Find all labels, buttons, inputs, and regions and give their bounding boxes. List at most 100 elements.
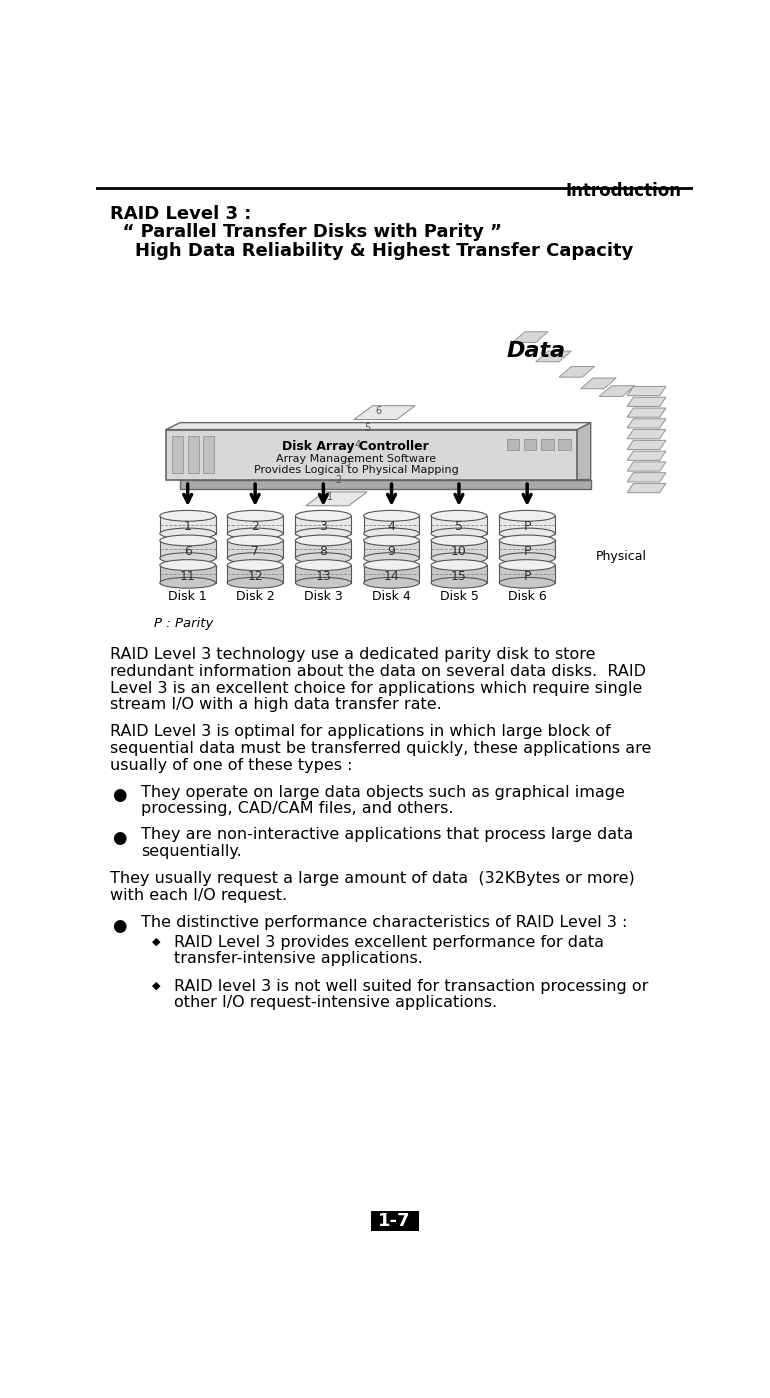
Ellipse shape <box>296 535 351 545</box>
Text: P: P <box>524 520 531 534</box>
Polygon shape <box>627 484 666 492</box>
Polygon shape <box>323 457 384 471</box>
FancyBboxPatch shape <box>188 436 199 474</box>
FancyBboxPatch shape <box>370 1211 419 1232</box>
Text: 10: 10 <box>451 545 467 558</box>
Polygon shape <box>627 452 666 460</box>
Text: 6: 6 <box>184 545 192 558</box>
Text: Physical: Physical <box>596 549 647 563</box>
Text: Introduction: Introduction <box>565 182 681 200</box>
FancyBboxPatch shape <box>558 439 571 450</box>
Text: 15: 15 <box>451 570 467 583</box>
Text: 14: 14 <box>383 570 400 583</box>
Text: ●: ● <box>112 787 127 804</box>
Text: 8: 8 <box>320 545 327 558</box>
Ellipse shape <box>227 577 283 589</box>
Text: Level 3 is an excellent choice for applications which require single: Level 3 is an excellent choice for appli… <box>110 681 643 696</box>
Text: They operate on large data objects such as graphical image: They operate on large data objects such … <box>141 784 625 800</box>
Text: 2: 2 <box>251 520 259 534</box>
FancyBboxPatch shape <box>524 439 537 450</box>
Ellipse shape <box>363 535 420 545</box>
Polygon shape <box>333 439 394 453</box>
Text: transfer-intensive applications.: transfer-intensive applications. <box>174 951 423 966</box>
FancyBboxPatch shape <box>296 541 351 558</box>
Polygon shape <box>581 377 616 389</box>
Polygon shape <box>166 422 591 429</box>
Polygon shape <box>627 473 666 482</box>
Text: 2: 2 <box>335 475 341 485</box>
Ellipse shape <box>227 528 283 538</box>
Text: Disk 6: Disk 6 <box>507 590 547 604</box>
Ellipse shape <box>431 510 487 521</box>
FancyBboxPatch shape <box>363 516 420 534</box>
Text: P: P <box>524 570 531 583</box>
Ellipse shape <box>431 577 487 589</box>
Polygon shape <box>306 492 367 506</box>
Text: Disk 3: Disk 3 <box>304 590 343 604</box>
Ellipse shape <box>363 528 420 538</box>
FancyBboxPatch shape <box>541 439 554 450</box>
Polygon shape <box>354 405 415 419</box>
FancyBboxPatch shape <box>296 516 351 534</box>
FancyBboxPatch shape <box>203 436 214 474</box>
Ellipse shape <box>363 577 420 589</box>
Ellipse shape <box>160 535 216 545</box>
FancyBboxPatch shape <box>363 541 420 558</box>
Polygon shape <box>536 351 571 362</box>
Text: RAID Level 3 provides excellent performance for data: RAID Level 3 provides excellent performa… <box>174 935 604 949</box>
Ellipse shape <box>431 559 487 570</box>
FancyBboxPatch shape <box>431 516 487 534</box>
Ellipse shape <box>227 510 283 521</box>
Ellipse shape <box>227 552 283 563</box>
Ellipse shape <box>499 528 555 538</box>
FancyBboxPatch shape <box>160 541 216 558</box>
Text: 6: 6 <box>375 405 381 417</box>
Polygon shape <box>559 366 594 377</box>
Text: processing, CAD/CAM files, and others.: processing, CAD/CAM files, and others. <box>141 801 454 816</box>
Text: ●: ● <box>112 917 127 935</box>
Ellipse shape <box>499 552 555 563</box>
Polygon shape <box>627 386 666 396</box>
Text: redundant information about the data on several data disks.  RAID: redundant information about the data on … <box>110 664 646 679</box>
Text: Array Management Software: Array Management Software <box>276 454 436 464</box>
Polygon shape <box>577 422 591 480</box>
Polygon shape <box>180 480 591 489</box>
Text: 4: 4 <box>354 440 360 450</box>
Ellipse shape <box>160 559 216 570</box>
Text: RAID Level 3 is optimal for applications in which large block of: RAID Level 3 is optimal for applications… <box>110 724 611 740</box>
FancyBboxPatch shape <box>507 439 520 450</box>
Ellipse shape <box>160 528 216 538</box>
Text: 1: 1 <box>327 492 333 502</box>
FancyBboxPatch shape <box>296 565 351 583</box>
Ellipse shape <box>296 552 351 563</box>
Text: Disk 1: Disk 1 <box>169 590 207 604</box>
Text: P : Parity: P : Parity <box>154 617 214 629</box>
Text: 3: 3 <box>320 520 327 534</box>
Ellipse shape <box>227 559 283 570</box>
Text: 13: 13 <box>316 570 331 583</box>
FancyBboxPatch shape <box>499 541 555 558</box>
Ellipse shape <box>296 559 351 570</box>
Text: 12: 12 <box>247 570 263 583</box>
Text: Disk 4: Disk 4 <box>372 590 411 604</box>
Polygon shape <box>627 397 666 407</box>
Text: Disk 2: Disk 2 <box>236 590 274 604</box>
Polygon shape <box>627 429 666 439</box>
Text: “ Parallel Transfer Disks with Parity ”: “ Parallel Transfer Disks with Parity ” <box>110 224 502 242</box>
Polygon shape <box>512 331 548 343</box>
FancyBboxPatch shape <box>172 436 183 474</box>
Text: with each I/O request.: with each I/O request. <box>110 888 287 903</box>
Ellipse shape <box>160 552 216 563</box>
Ellipse shape <box>499 577 555 589</box>
Text: Disk 5: Disk 5 <box>440 590 478 604</box>
Ellipse shape <box>499 510 555 521</box>
FancyBboxPatch shape <box>499 565 555 583</box>
FancyBboxPatch shape <box>431 565 487 583</box>
Text: 5: 5 <box>364 424 370 433</box>
Text: High Data Reliability & Highest Transfer Capacity: High Data Reliability & Highest Transfer… <box>110 242 634 260</box>
Text: The distinctive performance characteristics of RAID Level 3 :: The distinctive performance characterist… <box>141 916 628 930</box>
Ellipse shape <box>363 510 420 521</box>
Ellipse shape <box>296 510 351 521</box>
Ellipse shape <box>160 510 216 521</box>
Text: RAID Level 3 technology use a dedicated parity disk to store: RAID Level 3 technology use a dedicated … <box>110 647 596 663</box>
